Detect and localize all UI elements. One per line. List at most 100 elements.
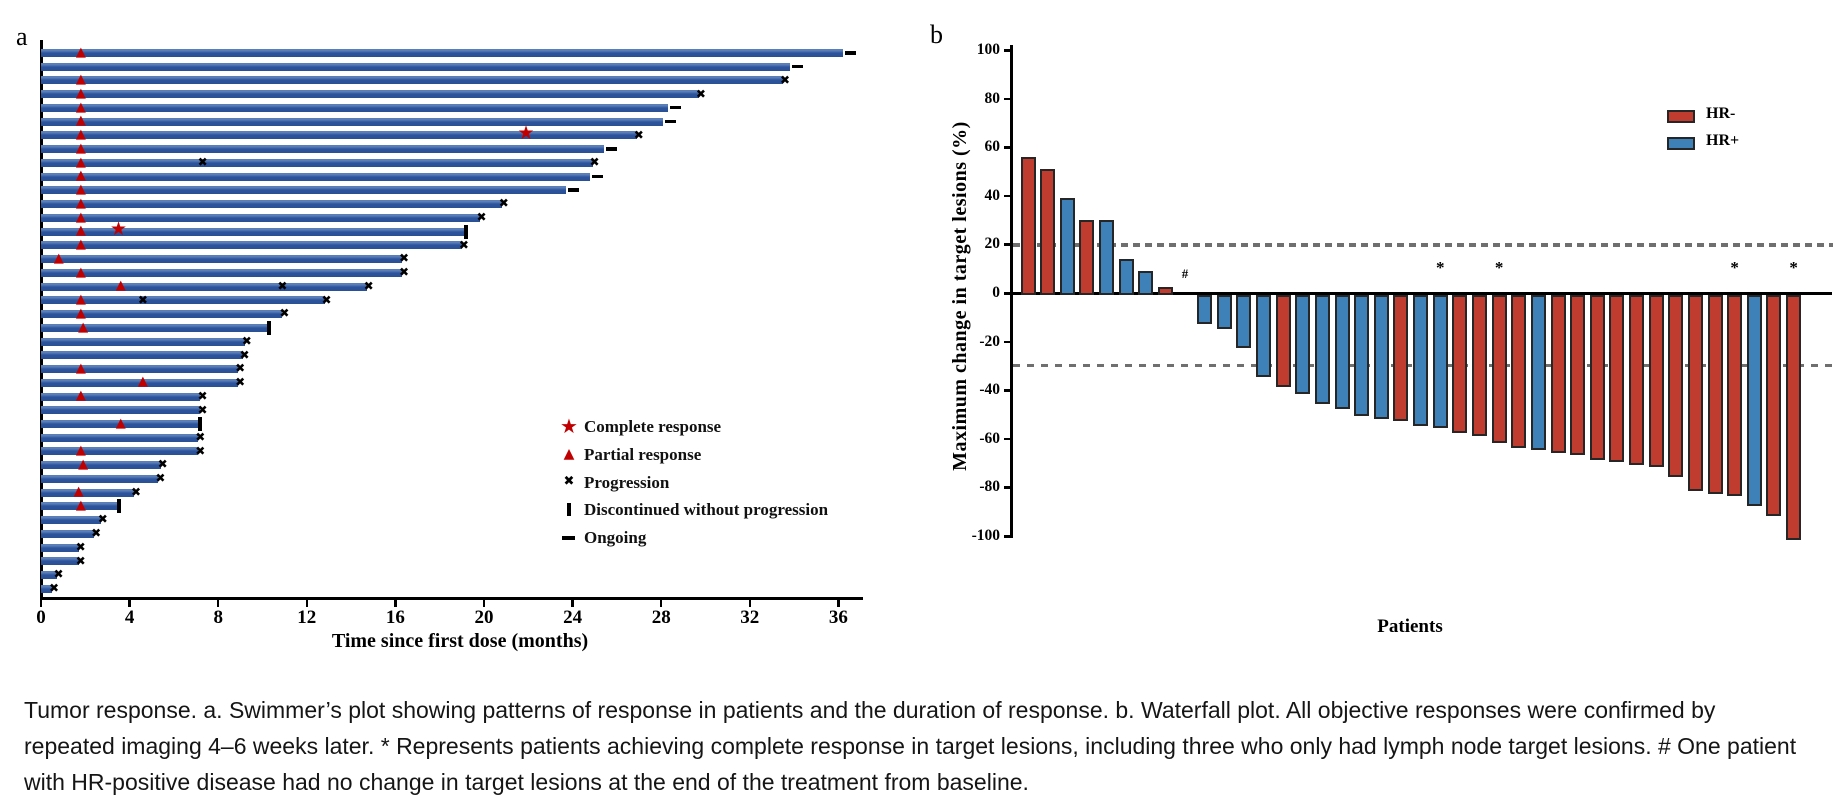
partial-response-marker: ▲ [75, 195, 86, 211]
figure-caption: Tumor response. a. Swimmer’s plot showin… [24, 697, 1797, 795]
legend-hr-negative-swatch [1667, 110, 1695, 123]
panel-a-x-tick-label: 36 [828, 607, 848, 628]
panel-a-x-tick-label: 32 [740, 607, 760, 628]
ongoing-marker [844, 51, 856, 55]
partial-response-marker: ▲ [78, 319, 89, 335]
waterfall-bar [1746, 295, 1762, 506]
panel-b-y-tick-label: 20 [984, 235, 1001, 253]
swimmer-bar [41, 433, 199, 442]
panel-a-x-tick-label: 0 [36, 607, 46, 628]
progression-marker: ✖ [241, 333, 252, 348]
panel-b-y-tick-label: 80 [984, 89, 1001, 107]
panel-b-y-tick-label: -80 [979, 478, 1000, 496]
partial-response-marker: ▲ [75, 305, 86, 321]
waterfall-bar [1099, 220, 1115, 295]
waterfall-bar [1589, 295, 1605, 460]
panel-a-x-tick [39, 600, 43, 607]
progression-marker: ✖ [137, 292, 148, 307]
waterfall-bar [1079, 220, 1095, 295]
panel-b-y-tick [1004, 194, 1010, 198]
waterfall-bar [1334, 295, 1350, 409]
progression-marker: ✖ [197, 402, 208, 417]
legend-label: HR- [1706, 105, 1736, 122]
waterfall-bar [1786, 295, 1802, 540]
progression-marker: ✖ [195, 430, 206, 444]
progression-marker: ✖ [633, 127, 644, 142]
partial-response-marker: ▲ [75, 264, 86, 280]
ongoing-marker [567, 188, 579, 192]
panel-a-x-tick-label: 16 [385, 607, 405, 628]
swimmer-bar [41, 103, 668, 112]
swimmer-bar [41, 145, 604, 154]
panel-a-x-tick-label: 24 [563, 607, 583, 628]
swimmer-bar [41, 557, 79, 566]
reference-line [1013, 242, 1833, 247]
waterfall-bar [1216, 295, 1232, 329]
ongoing-marker [665, 119, 677, 124]
swimmer-bar [41, 419, 201, 428]
waterfall-bar [1511, 295, 1527, 448]
waterfall-bar [1707, 295, 1723, 494]
partial-response-marker: ▲ [75, 85, 86, 101]
partial-response-marker: ▲ [75, 237, 86, 253]
partial-response-marker: ▲ [75, 44, 86, 60]
swimmer-bar [41, 213, 480, 222]
swimmer-bar [41, 584, 53, 593]
panel-b-x-axis [1010, 291, 1832, 295]
swimmer-bar [41, 90, 699, 99]
partial-response-marker: ▲ [75, 182, 86, 198]
swimmer-bar [41, 158, 593, 167]
swimmer-bar [41, 200, 502, 209]
panel-a-x-tick [216, 600, 220, 607]
panel-a-x-tick [305, 600, 309, 607]
progression-marker: ✖ [235, 375, 246, 390]
waterfall-bar [1530, 295, 1546, 451]
partial-response-marker: ▲ [137, 374, 148, 390]
progression-marker: ✖ [97, 512, 108, 527]
progression-marker: ✖ [399, 251, 410, 266]
progression-marker: ✖ [53, 567, 64, 582]
panel-a-x-tick [571, 600, 574, 607]
partial-response-marker: ▲ [75, 498, 86, 514]
panel-b-y-tick [1004, 437, 1010, 441]
legend-hr-positive-swatch [1667, 137, 1695, 150]
swimmer-bar [41, 365, 239, 374]
panel-a-label: a [16, 22, 28, 51]
progression-marker: ✖ [75, 553, 86, 568]
partial-response-marker: ▲ [75, 223, 86, 239]
waterfall-bar [1295, 295, 1311, 395]
waterfall-bar [1256, 295, 1272, 378]
complete-response-asterisk-annotation: * [1435, 258, 1445, 277]
progression-marker: ✖ [91, 526, 102, 541]
waterfall-bar [1020, 156, 1036, 295]
swimmer-bar [41, 461, 161, 470]
panel-b-y-tick [1004, 389, 1010, 392]
waterfall-bar [1413, 295, 1429, 426]
legend-label: Progression [584, 472, 670, 492]
panel-a-x-tick-label: 12 [297, 607, 317, 628]
progression-marker: ✖ [197, 388, 208, 403]
swimmer-bar [41, 351, 243, 360]
partial-response-marker: ▲ [115, 278, 126, 294]
waterfall-bar [1275, 295, 1291, 387]
partial-response-marker: ▲ [75, 292, 86, 308]
partial-response-marker: ▲ [75, 127, 86, 143]
panel-a-x-tick [837, 600, 840, 607]
waterfall-bar [1687, 295, 1703, 492]
discontinued-marker [198, 416, 203, 431]
partial-response-marker: ▲ [115, 415, 126, 431]
complete-response-asterisk-annotation: * [1494, 258, 1504, 277]
panel-b-y-axis-title: Maximum change in target lesions (%) [949, 121, 971, 471]
complete-response-marker: ★ [109, 217, 128, 240]
panel-a-x-tick [748, 600, 752, 607]
legend-discontinued-icon [567, 503, 571, 517]
waterfall-bar [1236, 295, 1252, 349]
progression-marker: ✖ [195, 443, 206, 458]
partial-response-marker: ▲ [75, 113, 86, 129]
complete-response-asterisk-annotation: * [1730, 258, 1739, 277]
progression-marker: ✖ [498, 196, 509, 211]
complete-response-asterisk-annotation: * [1789, 258, 1798, 277]
partial-response-marker: ▲ [78, 456, 89, 472]
waterfall-bar [1491, 295, 1507, 443]
